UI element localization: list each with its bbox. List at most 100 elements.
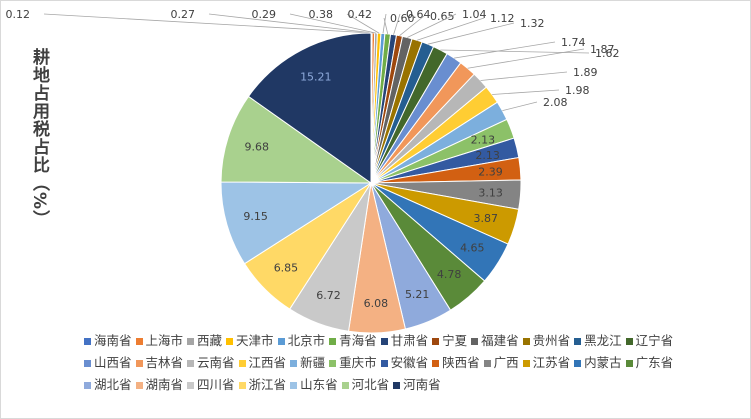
legend-item: 宁夏 bbox=[432, 330, 467, 352]
data-label: 0.27 bbox=[171, 8, 196, 21]
leader-line bbox=[416, 17, 485, 41]
data-label: 0.38 bbox=[309, 8, 334, 21]
legend-item: 云南省 bbox=[187, 352, 235, 374]
data-label: 0.12 bbox=[6, 8, 31, 21]
legend-swatch bbox=[135, 382, 143, 389]
data-label: 3.87 bbox=[473, 212, 498, 225]
legend-swatch bbox=[380, 360, 388, 367]
legend-label: 重庆市 bbox=[339, 355, 377, 370]
leader-line bbox=[208, 13, 374, 34]
data-label: 6.72 bbox=[316, 289, 341, 302]
pie-slice bbox=[220, 95, 373, 184]
leader-line bbox=[346, 13, 380, 34]
legend-label: 海南省 bbox=[94, 333, 132, 348]
data-label: 2.13 bbox=[475, 149, 500, 162]
legend-label: 云南省 bbox=[197, 355, 235, 370]
legend-label: 天津市 bbox=[236, 333, 274, 348]
data-label: 1.74 bbox=[561, 36, 586, 49]
legend-label: 北京市 bbox=[287, 333, 326, 348]
leader-line bbox=[382, 13, 387, 34]
leader-line bbox=[453, 41, 556, 59]
legend-label: 河南省 bbox=[403, 377, 441, 392]
legend-swatch bbox=[574, 338, 582, 345]
legend-swatch bbox=[380, 338, 388, 345]
data-label: 0.60 bbox=[390, 12, 415, 25]
legend-label: 广西 bbox=[493, 355, 519, 370]
legend-label: 黑龙江 bbox=[584, 333, 622, 348]
legend-item: 湖北省 bbox=[84, 374, 132, 396]
pie-slice bbox=[220, 181, 373, 265]
data-label: 1.87 bbox=[590, 43, 615, 56]
data-label: 1.89 bbox=[573, 66, 598, 79]
legend-label: 四川省 bbox=[197, 377, 235, 392]
data-label: 1.04 bbox=[462, 8, 487, 21]
y-axis-label: 耕地占用税占比（%） bbox=[29, 48, 49, 229]
legend-item: 新疆 bbox=[290, 352, 325, 374]
legend-item: 黑龙江 bbox=[574, 330, 622, 352]
legend-swatch bbox=[329, 360, 337, 367]
legend-swatch bbox=[84, 338, 91, 345]
data-label: 1.12 bbox=[490, 12, 515, 25]
legend-swatch bbox=[393, 382, 401, 389]
legend-swatch bbox=[226, 338, 234, 345]
legend-swatch bbox=[238, 360, 246, 367]
data-label: 0.64 bbox=[406, 8, 431, 21]
leader-line bbox=[427, 22, 515, 45]
leader-line bbox=[480, 71, 568, 81]
data-label: 5.21 bbox=[405, 288, 430, 301]
legend-label: 陕西省 bbox=[442, 355, 480, 370]
leader-line bbox=[399, 15, 425, 37]
legend-label: 吉林省 bbox=[145, 355, 184, 370]
legend-swatch bbox=[277, 338, 285, 345]
legend-label: 西藏 bbox=[197, 333, 223, 348]
leader-line bbox=[502, 101, 538, 112]
legend-item: 河南省 bbox=[393, 374, 441, 396]
legend-swatch bbox=[187, 360, 195, 367]
legend-item: 青海省 bbox=[329, 330, 377, 352]
data-label: 2.13 bbox=[471, 133, 496, 146]
legend-item: 内蒙古 bbox=[574, 352, 622, 374]
legend-label: 广东省 bbox=[635, 355, 674, 370]
legend-swatch bbox=[432, 360, 440, 367]
legend-label: 内蒙古 bbox=[584, 355, 622, 370]
leader-line bbox=[407, 13, 457, 38]
legend-label: 安徽省 bbox=[390, 355, 429, 370]
data-label: 4.78 bbox=[437, 268, 462, 281]
legend-item: 天津市 bbox=[226, 330, 274, 352]
legend-item: 重庆市 bbox=[329, 352, 377, 374]
data-label: 3.13 bbox=[478, 186, 503, 199]
leader-line bbox=[393, 13, 401, 35]
legend-label: 山西省 bbox=[94, 355, 132, 370]
legend-item: 湖南省 bbox=[135, 374, 184, 396]
legend-label: 福建省 bbox=[481, 333, 519, 348]
legend-label: 湖南省 bbox=[145, 377, 184, 392]
data-label: 1.62 bbox=[595, 47, 620, 60]
data-label: 0.42 bbox=[348, 8, 373, 21]
legend-swatch bbox=[135, 360, 143, 367]
data-label: 9.68 bbox=[245, 140, 270, 153]
legend-label: 湖北省 bbox=[94, 377, 132, 392]
data-label: 0.65 bbox=[430, 10, 455, 23]
legend-swatch bbox=[187, 382, 195, 389]
legend-item: 辽宁省 bbox=[625, 330, 673, 352]
legend-label: 山东省 bbox=[300, 377, 338, 392]
legend-swatch bbox=[522, 360, 530, 367]
legend-swatch bbox=[625, 360, 633, 367]
data-label: 1.32 bbox=[520, 17, 545, 30]
leader-line bbox=[289, 13, 377, 34]
legend-item: 福建省 bbox=[471, 330, 519, 352]
data-label: 6.85 bbox=[274, 262, 299, 275]
legend-swatch bbox=[84, 360, 91, 367]
leader-line bbox=[43, 13, 372, 34]
legend-label: 河北省 bbox=[351, 377, 390, 392]
legend-swatch bbox=[341, 382, 349, 389]
legend-swatch bbox=[483, 360, 491, 367]
legend-swatch bbox=[84, 382, 91, 389]
legend-item: 贵州省 bbox=[522, 330, 570, 352]
legend-swatch bbox=[135, 338, 143, 345]
legend-item: 安徽省 bbox=[380, 352, 429, 374]
legend-item: 甘肃省 bbox=[380, 330, 429, 352]
data-label: 0.29 bbox=[252, 8, 277, 21]
legend-label: 甘肃省 bbox=[390, 333, 429, 348]
legend-item: 上海市 bbox=[135, 330, 183, 352]
